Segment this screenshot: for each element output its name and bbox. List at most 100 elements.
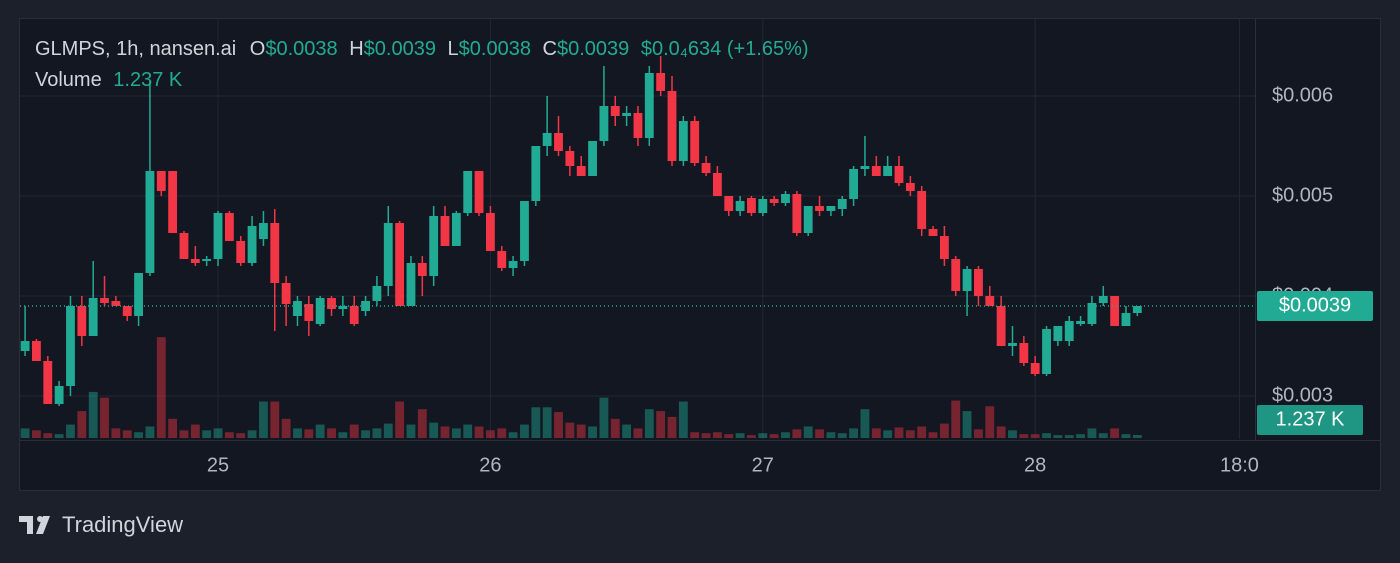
candle-body [758,199,768,213]
volume-bar [610,418,620,438]
candle-body [315,298,325,324]
candle-body [678,121,688,161]
volume-bar [781,432,790,438]
legend-line: GLMPS, 1h, nansen.ai O$0.0038 H$0.0039 L… [35,38,809,60]
candle-body [724,196,734,211]
candle-body [474,171,484,213]
candle-body [690,121,700,163]
volume-bar [792,429,802,438]
candle-body [815,206,824,211]
volume-bar [270,401,280,438]
candle-body [372,286,382,301]
candle-body [1064,321,1074,341]
volume-bar [54,434,64,438]
volume-bar [134,432,143,438]
last-volume-badge [1257,405,1363,436]
open-value: $0.0038 [265,38,337,60]
candle-body [985,296,995,306]
candle-body [451,213,461,246]
candle-body [497,251,507,268]
volume-bar [1008,430,1017,438]
volume-bar [293,428,302,438]
candle-body [667,91,677,161]
volume-bar [429,422,439,438]
open-label: O [250,38,266,60]
x-tick-label: 18:0 [1220,454,1259,476]
candle-body [837,199,847,209]
volume-bar [327,428,336,438]
candle-body [224,213,234,241]
volume-bar [656,411,666,438]
y-tick-label: $0.003 [1272,384,1333,406]
volume-bar [395,401,405,438]
candle-body [168,171,178,233]
volume-bar [474,426,484,438]
volume-bar [281,418,291,438]
candle-body [928,229,938,236]
candle-body [939,236,949,259]
volume-bar [145,426,155,438]
volume-bar [531,407,541,438]
volume-bar [156,337,166,438]
candle-body [440,216,450,246]
volume-bar [917,426,927,438]
candle-body [134,273,143,316]
candle-body [429,216,439,276]
volume-bar [315,424,325,438]
volume-bar [1132,435,1142,438]
last-volume-label: 1.237 K [1276,408,1346,430]
volume-bar [826,432,836,438]
candle-body [622,113,632,116]
volume-bar [1098,433,1108,438]
candle-body [406,263,416,306]
candle-body [849,169,859,199]
volume-bar [644,409,654,438]
axes: $0.006$0.005$0.004$0.0032526272818:0$0.0… [207,84,1373,476]
candle-body [826,206,836,211]
volume-bar [883,430,893,438]
candle-body [349,306,359,324]
volume-bar [111,428,121,438]
volume-bar [361,430,370,438]
candle-body [54,386,64,404]
candle-body [213,213,223,259]
x-tick-label: 25 [207,454,229,476]
volume-bar [383,423,393,438]
volume-bar [338,432,348,438]
volume-bar [520,424,529,438]
volume-bar [508,432,518,438]
candle-body [996,306,1006,346]
candle-body [894,166,904,183]
candle-body [1030,363,1040,374]
candle-body [1042,329,1051,374]
candle-body [656,73,666,91]
volume-bar [905,430,915,438]
volume-bar [974,429,983,438]
volume-bar [463,424,473,438]
volume-bar [622,424,632,438]
volume-bar [815,429,824,438]
candle-body [236,241,246,263]
candle-body [20,341,30,351]
volume-bar [1019,434,1029,438]
volume-bar [1053,435,1063,438]
volume-bar [554,412,563,438]
volume-bar [349,424,359,438]
low-value: $0.0038 [459,38,531,60]
candle-body [531,146,541,201]
last-price-label: $0.0039 [1279,294,1351,316]
candle-body [792,194,802,233]
volume-bar [667,416,677,438]
candle-body [747,198,756,213]
volume-bar [576,424,586,438]
candle-body [293,301,302,316]
volume-bar [712,432,722,438]
volume-bar [247,430,257,438]
volume-bar [100,397,109,438]
volume-legend: Volume 1.237 K [35,69,183,91]
candle-body [769,199,779,203]
candle-body [247,226,257,263]
volume-bar [860,409,870,438]
